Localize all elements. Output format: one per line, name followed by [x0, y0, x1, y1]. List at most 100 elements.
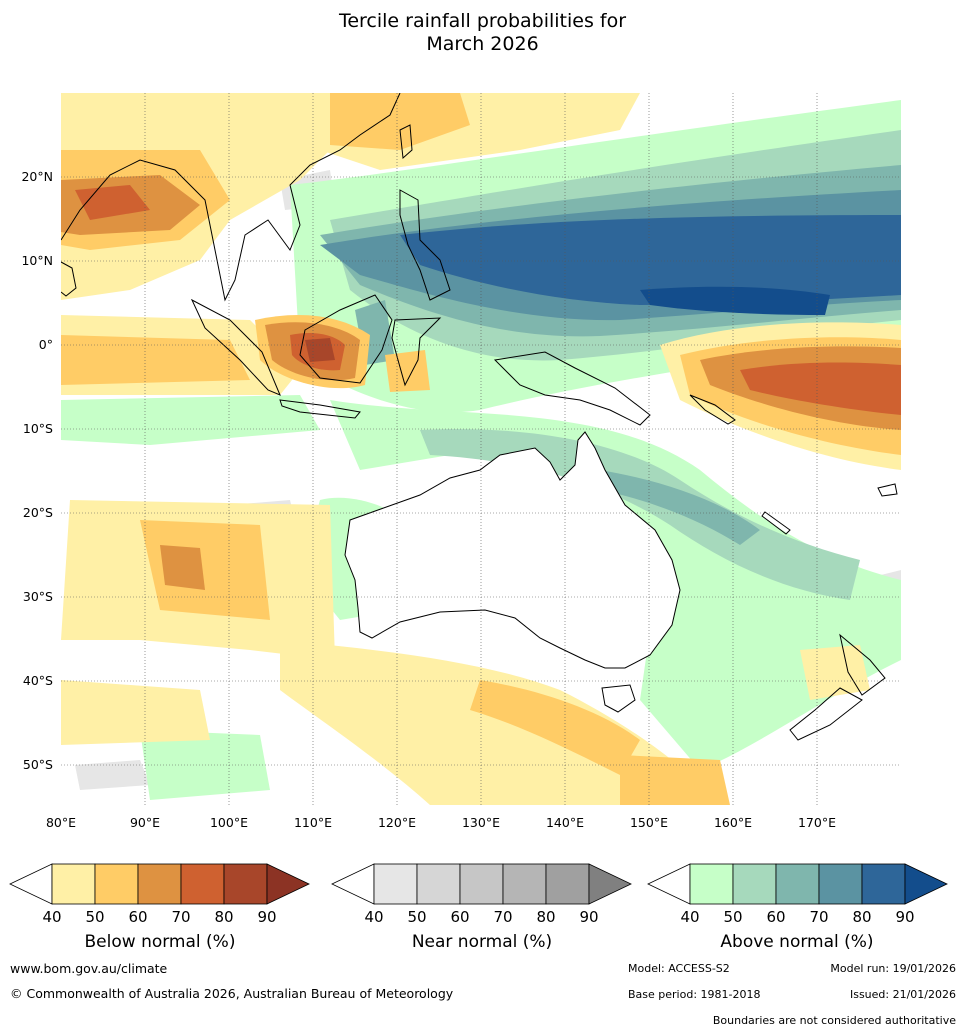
- new-zealand-north-coastline: [839, 633, 886, 696]
- new-zealand-south-coastline: [789, 687, 863, 741]
- model-run-date: Model run: 19/01/2026: [830, 962, 956, 975]
- above-normal-region: [420, 429, 860, 600]
- latitude-label: 40°S: [23, 673, 53, 688]
- below-normal-region: [740, 362, 901, 415]
- website-link[interactable]: www.bom.gov.au/climate: [10, 961, 168, 976]
- title-line-2: March 2026: [426, 33, 539, 55]
- longitude-label: 80°E: [46, 815, 76, 830]
- colorbar-segment: [180, 863, 225, 905]
- above-normal-region: [400, 215, 901, 305]
- new-guinea-coastline: [493, 351, 651, 426]
- copyright-text: © Commonwealth of Australia 2026, Austra…: [10, 986, 454, 1001]
- colorbar-tick-label: 90: [895, 908, 914, 926]
- near-normal-region: [75, 760, 150, 790]
- colorbar-tick-label: 40: [680, 908, 699, 926]
- issued-date: Issued: 21/01/2026: [849, 988, 956, 1001]
- latitude-label: 30°S: [23, 589, 53, 604]
- latitude-label: 10°S: [23, 421, 53, 436]
- latitude-label: 20°N: [21, 169, 53, 184]
- below-normal-region: [61, 335, 250, 385]
- longitude-label: 170°E: [798, 815, 836, 830]
- colorbar-tick-label: 50: [85, 908, 104, 926]
- colorbar-tick-label: 70: [493, 908, 512, 926]
- sumatra-coastline: [190, 298, 281, 396]
- colorbar-high-extend: [588, 863, 632, 905]
- new-caledonia-coastline: [761, 511, 791, 535]
- colorbar-segment: [373, 863, 418, 905]
- colorbar-tick-label: 80: [852, 908, 871, 926]
- colorbar: 40 50 60 70 80 90: [647, 863, 948, 926]
- fiji-coastline: [877, 483, 898, 497]
- colorbar-tick-label: 70: [171, 908, 190, 926]
- above-normal-region: [600, 470, 760, 545]
- taiwan-coastline: [399, 124, 413, 160]
- colorbar-segment: [51, 863, 96, 905]
- asia-coastline: [61, 93, 401, 302]
- longitude-label: 100°E: [210, 815, 248, 830]
- colorbar-tick-label: 90: [257, 908, 276, 926]
- below-normal-region: [620, 755, 730, 805]
- colorbar-high-extend: [266, 863, 310, 905]
- colorbar-tick-label: 50: [407, 908, 426, 926]
- longitude-label: 90°E: [130, 815, 160, 830]
- above-normal-region: [640, 286, 830, 315]
- map-title: Tercile rainfall probabilities for March…: [0, 10, 965, 56]
- colorbar-tick-label: 50: [723, 908, 742, 926]
- colorbar-low-extend: [331, 863, 375, 905]
- below-normal-region: [160, 545, 205, 590]
- colorbar: 40 50 60 70 80 90: [9, 863, 310, 926]
- colorbar-segment: [459, 863, 504, 905]
- sulawesi-coastline: [391, 317, 442, 387]
- java-coastline: [279, 399, 361, 419]
- longitude-label: 150°E: [630, 815, 668, 830]
- base-period: Base period: 1981-2018: [628, 988, 761, 1001]
- axis-labels: 80°E 90°E 100°E 110°E 120°E 130°E 140°E 150°E 16…: [21, 169, 836, 830]
- colorbar-segment: [416, 863, 461, 905]
- below-normal-region: [800, 645, 870, 700]
- longitude-label: 110°E: [294, 815, 332, 830]
- colorbar-tick-label: 90: [579, 908, 598, 926]
- gridlines: [61, 93, 901, 805]
- colorbar-segment: [94, 863, 139, 905]
- colorbar-segment: [689, 863, 734, 905]
- below-normal-region: [330, 93, 470, 150]
- model-name: Model: ACCESS-S2: [628, 962, 730, 975]
- below-normal-legend-title: Below normal (%): [84, 932, 236, 952]
- colorbar-low-extend: [647, 863, 691, 905]
- title-line-1: Tercile rainfall probabilities for: [338, 10, 627, 32]
- colorbar-segment: [545, 863, 590, 905]
- below-normal-region: [385, 350, 430, 392]
- colorbar-tick-label: 40: [42, 908, 61, 926]
- latitude-label: 50°S: [23, 757, 53, 772]
- colorbar-segment: [818, 863, 863, 905]
- colorbar-tick-label: 80: [536, 908, 555, 926]
- below-normal-region: [470, 680, 640, 775]
- sri-lanka-coastline: [61, 261, 77, 297]
- above-normal-legend-title: Above normal (%): [720, 932, 874, 952]
- solomon-islands-coastline: [689, 394, 736, 425]
- borneo-coastline: [299, 294, 393, 384]
- above-normal-region: [330, 400, 901, 770]
- colorbar: 40 50 60 70 80 90: [331, 863, 632, 926]
- below-normal-region: [305, 338, 335, 362]
- boundaries-disclaimer: Boundaries are not considered authoritat…: [712, 1014, 956, 1027]
- longitude-label: 160°E: [714, 815, 752, 830]
- latitude-label: 20°S: [23, 505, 53, 520]
- colorbar-segment: [775, 863, 820, 905]
- latitude-label: 0°: [39, 337, 53, 352]
- philippines-coastline: [399, 189, 451, 301]
- colorbar-low-extend: [9, 863, 53, 905]
- colorbar-segment: [502, 863, 547, 905]
- colorbar-tick-label: 80: [214, 908, 233, 926]
- near-normal-legend-title: Near normal (%): [411, 932, 553, 952]
- longitude-label: 120°E: [378, 815, 416, 830]
- colorbars: 40 50 60 70 80 90 40 50 60 70 80 90 40 50 60 70 80 90: [9, 863, 948, 926]
- colorbar-segment: [732, 863, 777, 905]
- colorbar-segment: [137, 863, 182, 905]
- longitude-label: 130°E: [462, 815, 500, 830]
- longitude-label: 140°E: [546, 815, 584, 830]
- colorbar-tick-label: 60: [766, 908, 785, 926]
- below-normal-region: [140, 520, 270, 620]
- colorbar-segment: [861, 863, 906, 905]
